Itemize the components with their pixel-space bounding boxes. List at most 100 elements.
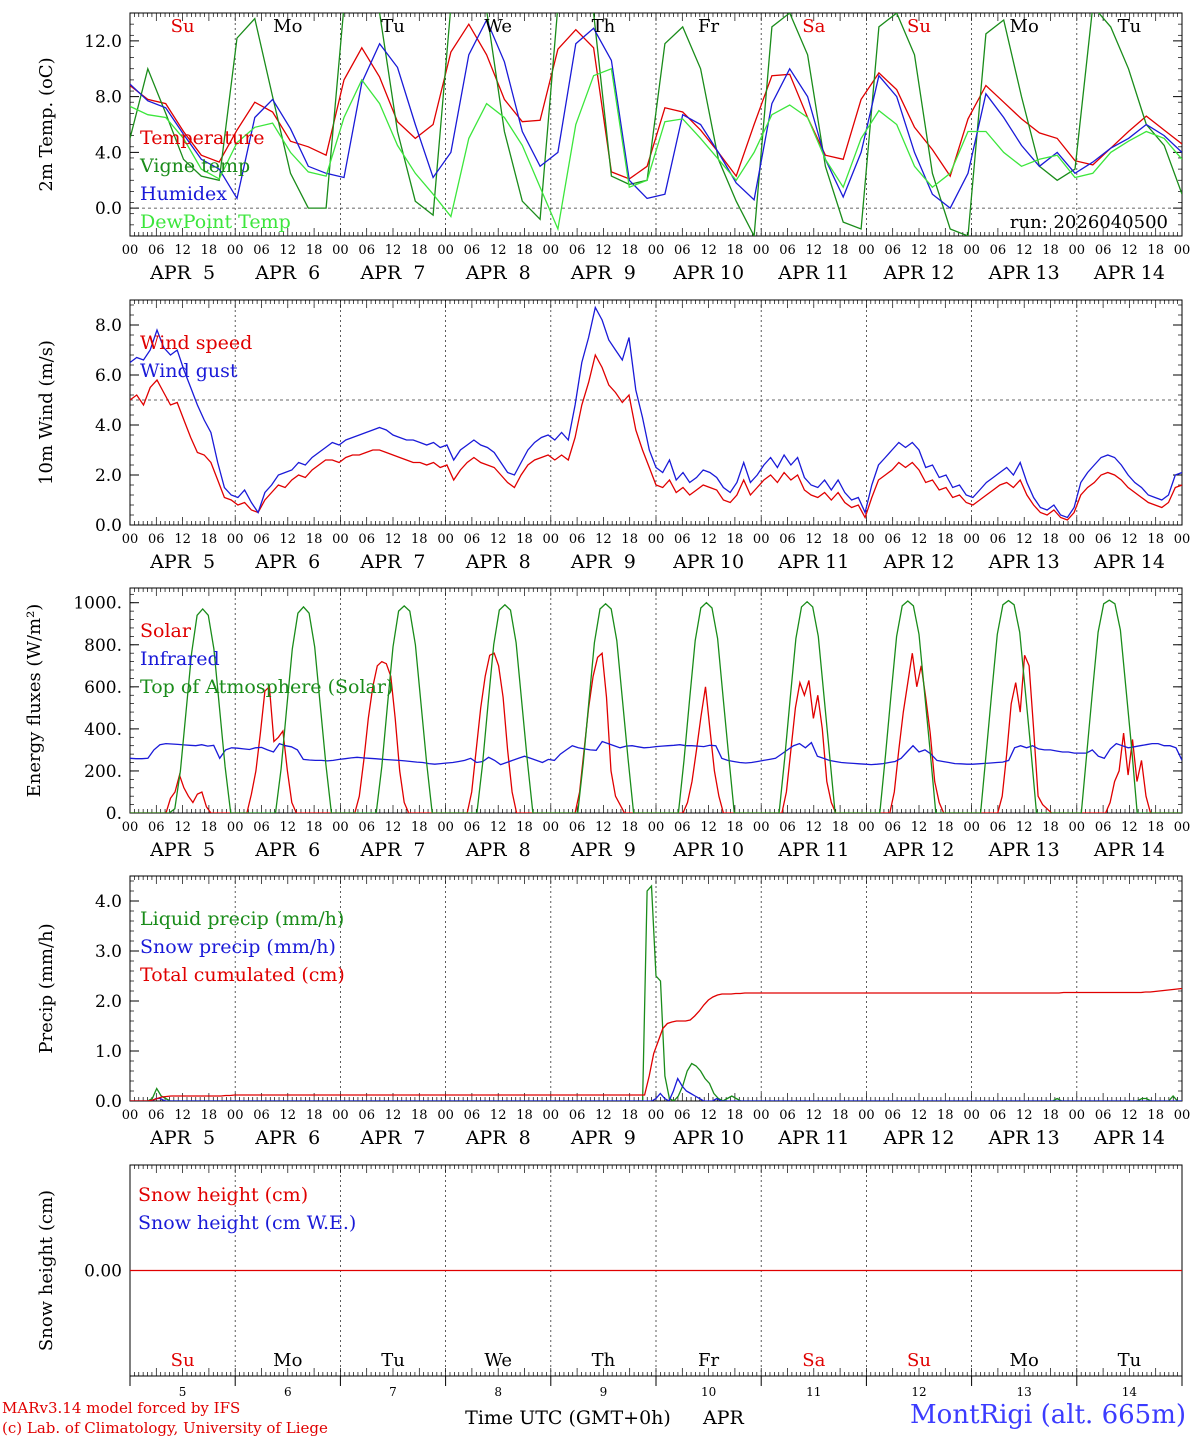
hour-label: 00	[1069, 243, 1086, 258]
hour-label: 00	[858, 820, 875, 835]
day-label: APR 6	[254, 262, 320, 284]
day-number: 10	[701, 1385, 716, 1399]
hour-label: 00	[332, 532, 349, 547]
day-label: APR 9	[570, 551, 636, 573]
hour-label: 18	[937, 820, 954, 835]
hour-label: 00	[753, 1108, 770, 1123]
hour-label: 18	[727, 1108, 744, 1123]
hour-label: 12	[490, 243, 507, 258]
hour-label: 06	[990, 1108, 1007, 1123]
hour-label: 18	[832, 532, 849, 547]
hour-label: 00	[227, 1108, 244, 1123]
day-number: 6	[284, 1385, 292, 1399]
hour-label: 06	[253, 820, 270, 835]
day-label: APR 8	[465, 1127, 531, 1149]
day-label: APR 13	[988, 551, 1060, 573]
hour-label: 00	[227, 820, 244, 835]
hour-label: 18	[727, 820, 744, 835]
hour-label: 12	[490, 532, 507, 547]
credits: MARv3.14 model forced by IFS (c) Lab. of…	[2, 1398, 328, 1438]
y-axis-label: Energy fluxes (W/m²)	[24, 604, 45, 798]
panel-4: 0.0 1.0 2.0 3.0 4.0 Precip (mm/h) Liquid preci…	[36, 875, 1190, 1149]
hour-label: 18	[621, 532, 638, 547]
day-number: 7	[389, 1385, 397, 1399]
hour-label: 18	[411, 1108, 428, 1123]
hour-label: 06	[884, 532, 901, 547]
day-label: APR 9	[570, 262, 636, 284]
hour-label: 06	[779, 820, 796, 835]
hour-label: 18	[306, 243, 323, 258]
hour-label: 06	[569, 532, 586, 547]
weekday-label: Th	[592, 1350, 616, 1371]
y-tick-label: 4.0	[95, 143, 122, 163]
hour-label: 00	[122, 243, 139, 258]
y-tick-label: 600.	[84, 678, 122, 698]
hour-label: 18	[937, 243, 954, 258]
legend-entry: Snow precip (mm/h)	[140, 936, 336, 958]
hour-label: 06	[990, 532, 1007, 547]
day-label: APR 13	[988, 262, 1060, 284]
station-name: MontRigi (alt. 665m)	[910, 1400, 1186, 1430]
hour-label: 06	[464, 243, 481, 258]
lab-credit: (c) Lab. of Climatology, University of L…	[2, 1419, 328, 1437]
day-label: APR 12	[882, 551, 954, 573]
hour-label: 00	[437, 820, 454, 835]
hour-label: 12	[174, 243, 191, 258]
hour-label: 06	[148, 243, 165, 258]
day-label: APR 5	[149, 1127, 215, 1149]
y-tick-label: 200.	[84, 762, 122, 782]
weekday-label: Su	[907, 16, 931, 37]
hour-label: 12	[911, 243, 928, 258]
series-dewpoint-temp	[130, 67, 1182, 232]
hour-label: 18	[832, 820, 849, 835]
hour-label: 00	[437, 1108, 454, 1123]
weekday-label: We	[484, 1350, 512, 1371]
series-solar	[130, 651, 1182, 813]
weekday-label: Fr	[698, 1350, 719, 1371]
weekday-label: Su	[907, 1350, 931, 1371]
hour-label: 12	[700, 1108, 717, 1123]
series-total-cumulated-cm-	[130, 987, 1182, 1101]
hour-label: 12	[595, 1108, 612, 1123]
hour-label: 12	[1016, 243, 1033, 258]
day-label: APR 5	[149, 551, 215, 573]
hour-label: 00	[332, 243, 349, 258]
x-axis-month: APR	[702, 1407, 745, 1429]
hour-label: 18	[1042, 1108, 1059, 1123]
hour-label: 06	[464, 820, 481, 835]
hour-label: 18	[1042, 532, 1059, 547]
hour-label: 12	[595, 243, 612, 258]
day-label: APR 14	[1093, 551, 1165, 573]
day-label: APR 7	[360, 551, 426, 573]
y-tick-label: 0.0	[95, 1092, 122, 1112]
hour-label: 18	[1042, 243, 1059, 258]
hour-label: 06	[148, 1108, 165, 1123]
hour-label: 00	[332, 820, 349, 835]
day-label: APR 11	[777, 551, 849, 573]
hour-label: 00	[753, 243, 770, 258]
day-label: APR 6	[254, 551, 320, 573]
weekday-label: Tu	[1118, 1350, 1142, 1371]
hour-label: 12	[911, 1108, 928, 1123]
day-label: APR 12	[882, 262, 954, 284]
weekday-label: Fr	[698, 16, 719, 37]
weekday-label: Su	[171, 1350, 195, 1371]
y-tick-label: 0.00	[84, 1262, 122, 1282]
hour-label: 18	[201, 1108, 218, 1123]
hour-label: 18	[1147, 532, 1164, 547]
legend-entry: DewPoint Temp	[140, 211, 291, 233]
day-label: APR 14	[1093, 1127, 1165, 1149]
day-label: APR 9	[570, 1127, 636, 1149]
weekday-label: Mo	[273, 16, 302, 37]
hour-label: 18	[1147, 1108, 1164, 1123]
hour-label: 06	[569, 820, 586, 835]
day-label: APR 5	[149, 839, 215, 861]
hour-label: 18	[516, 243, 533, 258]
hour-label: 18	[411, 532, 428, 547]
hour-label: 06	[253, 532, 270, 547]
day-label: APR 12	[882, 839, 954, 861]
hour-label: 00	[227, 532, 244, 547]
hour-label: 00	[963, 243, 980, 258]
hour-label: 00	[122, 820, 139, 835]
hour-label: 00	[122, 532, 139, 547]
